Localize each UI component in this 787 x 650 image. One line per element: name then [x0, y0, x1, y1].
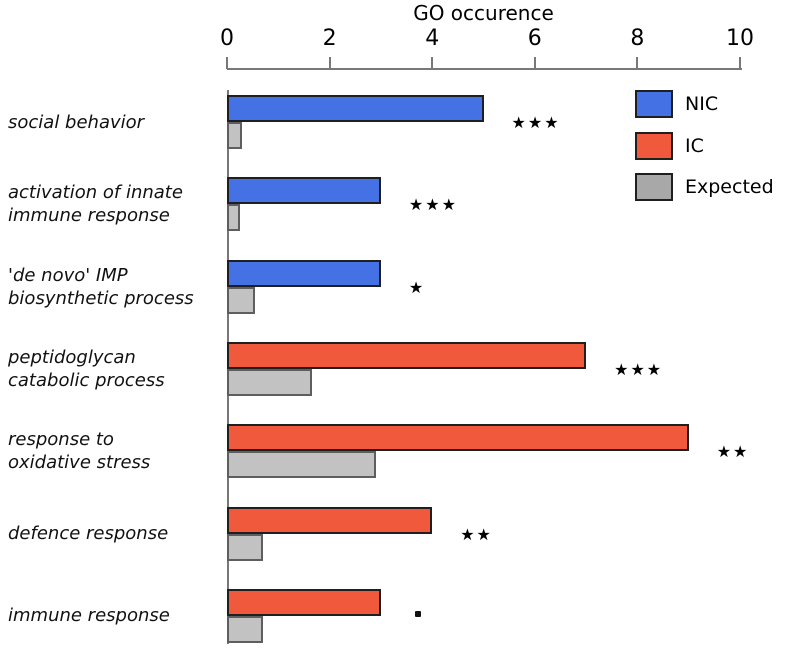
axis-tick-label: 2: [322, 26, 337, 51]
category-label: peptidoglycan catabolic process: [8, 346, 165, 391]
legend-label-nic: NIC: [685, 93, 719, 115]
axis-tick: [328, 57, 331, 69]
bar-expected--de-novo-imp: [227, 286, 256, 314]
axis-tick-label: 10: [726, 26, 754, 51]
category-label: social behavior: [8, 111, 145, 133]
bar-ic-peptidoglycan: [227, 341, 587, 369]
bar-expected-response-to: [227, 451, 376, 479]
legend-swatch-expected: [635, 173, 673, 201]
significance-stars: ★: [408, 277, 426, 297]
axis-tick-label: 8: [630, 26, 645, 51]
bar-nic-social-behavior: [227, 95, 484, 122]
legend-swatch-nic: [635, 90, 673, 118]
bar-ic-immune-response: [227, 588, 381, 616]
significance-stars: ★★★: [614, 359, 664, 379]
category-label: immune response: [8, 605, 170, 627]
x-axis-line: [227, 68, 742, 70]
bar-nic--de-novo-imp: [227, 259, 381, 287]
bar-ic-defence-response: [227, 506, 433, 534]
significance-stars: ★★★: [511, 113, 561, 132]
axis-tick-label: 0: [220, 26, 234, 51]
category-label: 'de novo' IMP biosynthetic process: [8, 264, 194, 309]
category-label: activation of innate immune response: [8, 182, 183, 227]
legend-label-ic: IC: [685, 134, 704, 157]
bar-expected-activation-of-innate: [227, 204, 240, 232]
legend-label-expected: Expected: [685, 176, 774, 198]
bar-ic-response-to: [227, 424, 689, 452]
axis-tick: [636, 57, 639, 69]
bar-nic-activation-of-innate: [227, 177, 381, 205]
bar-expected-immune-response: [227, 615, 263, 643]
axis-tick-label: 6: [527, 26, 542, 51]
category-label: response to oxidative stress: [8, 429, 151, 474]
significance-dot: [414, 610, 421, 617]
significance-stars: ★★★: [408, 195, 458, 215]
axis-tick: [226, 57, 228, 69]
significance-stars: ★★: [716, 442, 750, 462]
legend-swatch-ic: [635, 131, 673, 160]
axis-tick: [739, 57, 741, 69]
bar-expected-social-behavior: [227, 122, 243, 149]
chart-title: GO occurence: [413, 1, 554, 25]
significance-stars: ★★: [460, 524, 493, 544]
category-label: defence response: [8, 523, 169, 544]
axis-tick-label: 4: [425, 26, 440, 51]
bar-expected-peptidoglycan: [227, 368, 312, 396]
axis-tick: [533, 57, 536, 69]
bar-expected-defence-response: [227, 533, 263, 561]
axis-tick: [431, 57, 434, 69]
